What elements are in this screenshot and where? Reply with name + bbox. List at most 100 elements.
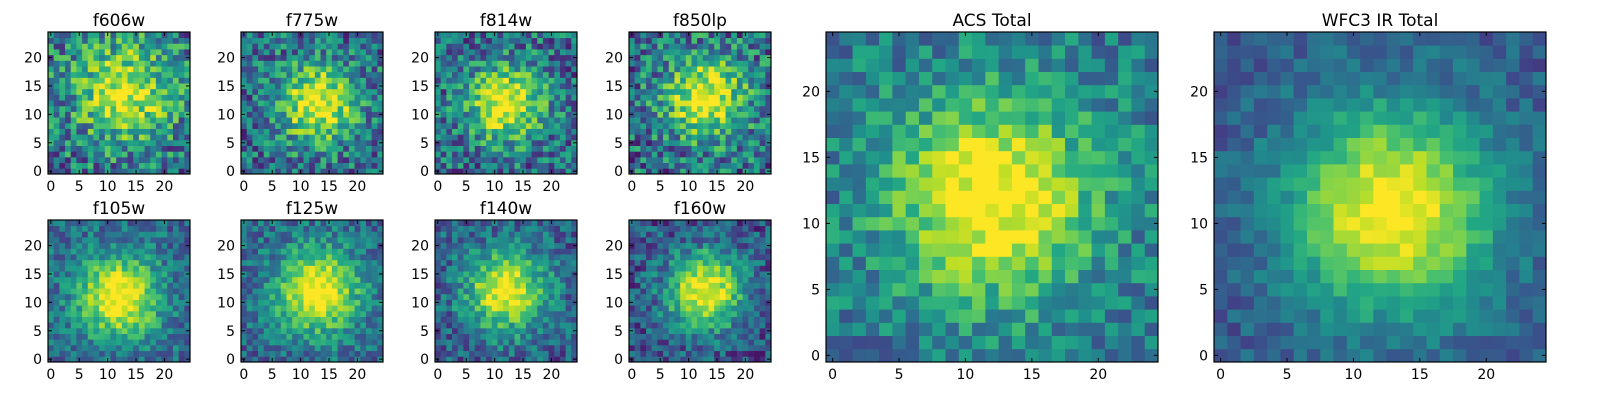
y-tick-label: 0 (226, 164, 235, 180)
heatmap-cell (110, 128, 117, 135)
heatmap-cell (680, 77, 687, 84)
heatmap-cell (759, 83, 766, 90)
heatmap-cell (116, 145, 123, 152)
heatmap-cell (138, 322, 145, 329)
heatmap-cell (53, 111, 60, 118)
heatmap-cell (697, 168, 704, 175)
heatmap-cell (320, 276, 327, 283)
heatmap-cell (702, 88, 709, 95)
heatmap-cell (514, 276, 521, 283)
heatmap-cell (303, 43, 310, 50)
heatmap-cell (537, 293, 544, 300)
heatmap-cell (155, 356, 162, 363)
heatmap-cell (685, 83, 692, 90)
heatmap-cell (150, 134, 157, 141)
heatmap-cell (348, 276, 355, 283)
heatmap-cell (53, 299, 60, 306)
heatmap-cell (668, 299, 675, 306)
heatmap-cell (348, 220, 355, 227)
heatmap-cell (753, 100, 761, 107)
heatmap-cell (150, 259, 157, 266)
heatmap-cell (463, 259, 470, 266)
heatmap-cell (309, 282, 316, 289)
heatmap-cell (172, 293, 180, 300)
heatmap-cell (731, 339, 738, 346)
heatmap-cell (360, 271, 367, 278)
heatmap-cell (480, 310, 487, 317)
heatmap-cell (697, 350, 704, 357)
heatmap-cell (59, 100, 66, 107)
heatmap-cell (474, 66, 481, 73)
heatmap-cell (150, 237, 157, 244)
heatmap-cell (548, 299, 555, 306)
heatmap-cell (446, 151, 453, 158)
heatmap-cell (514, 305, 521, 312)
heatmap-cell (480, 88, 487, 95)
heatmap-cell (337, 288, 344, 295)
heatmap-cell (742, 333, 749, 340)
heatmap-cell (65, 117, 72, 124)
heatmap-cell (491, 248, 498, 255)
heatmap-cell (765, 276, 772, 283)
heatmap-cell (360, 299, 367, 306)
heatmap-cell (685, 145, 692, 152)
heatmap-cell (76, 237, 83, 244)
heatmap-cell (331, 265, 338, 272)
heatmap-cell (371, 231, 378, 238)
heatmap-cell (263, 66, 270, 73)
heatmap-cell (292, 77, 299, 84)
heatmap-cell (634, 43, 641, 50)
x-tick-label: 0 (627, 179, 636, 195)
heatmap-cell (531, 122, 538, 129)
heatmap-cell (93, 339, 100, 346)
heatmap-cell (486, 71, 493, 78)
heatmap-cell (452, 54, 459, 61)
x-tick-label: 20 (543, 179, 561, 195)
heatmap-cell (303, 77, 310, 84)
heatmap-cell (559, 94, 567, 101)
heatmap-cell (326, 60, 333, 67)
heatmap-cell (486, 350, 493, 357)
heatmap-cell (133, 276, 140, 283)
heatmap-cell (440, 139, 447, 146)
heatmap-cell (150, 327, 157, 334)
y-tick-label: 15 (217, 267, 235, 283)
heatmap-cell (503, 254, 510, 261)
heatmap-cell (753, 168, 761, 175)
heatmap-cell (246, 276, 253, 283)
heatmap-cell (508, 305, 515, 312)
heatmap-cells (48, 220, 191, 363)
heatmap-cell (161, 37, 168, 44)
heatmap-cell (87, 299, 94, 306)
heatmap-cell (508, 32, 515, 39)
heatmap-cell (258, 254, 265, 261)
heatmap-cell (297, 117, 304, 124)
heatmap-cell (452, 134, 459, 141)
heatmap-cell (548, 293, 555, 300)
heatmap-cell (565, 134, 572, 141)
heatmap-cell (674, 88, 681, 95)
heatmap-cell (708, 66, 715, 73)
heatmap-cell (531, 151, 538, 158)
heatmap-cell (531, 248, 538, 255)
heatmap-cell (133, 327, 140, 334)
heatmap-cell (337, 265, 344, 272)
heatmap-cell (657, 293, 664, 300)
heatmap-cell (133, 248, 140, 255)
heatmap-cell (491, 350, 498, 357)
heatmap-cell (82, 100, 89, 107)
heatmap-cell (184, 37, 191, 44)
heatmap-cell (748, 122, 755, 129)
heatmap-cell (297, 254, 304, 261)
heatmap-cell (640, 94, 647, 101)
heatmap-cell (548, 333, 555, 340)
heatmap-cell (320, 145, 327, 152)
heatmap-cell (697, 333, 704, 340)
heatmap-cell (99, 316, 106, 323)
heatmap-cell (480, 350, 487, 357)
heatmap-cell (280, 333, 287, 340)
heatmap-cell (286, 122, 293, 129)
heatmap-cell (275, 88, 282, 95)
heatmap-cell (520, 282, 527, 289)
heatmap-cell (331, 322, 338, 329)
